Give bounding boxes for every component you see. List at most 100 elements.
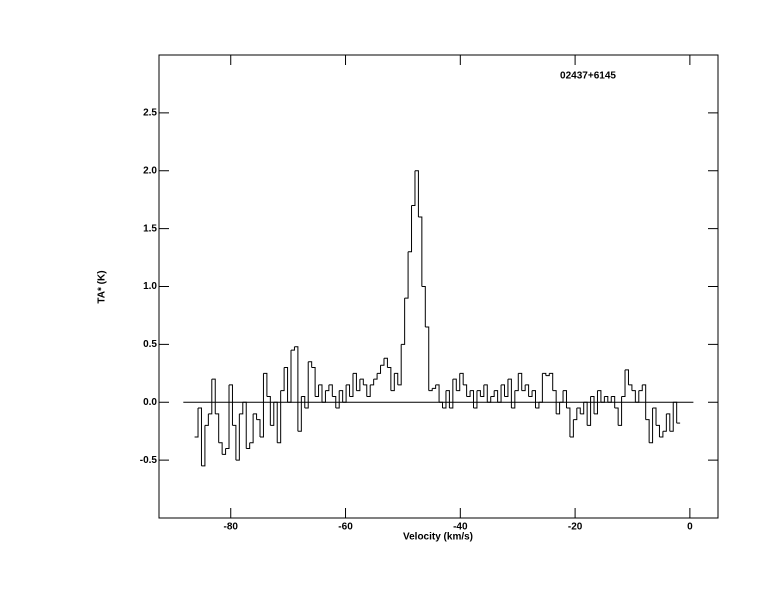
spectrum-step bbox=[321, 390, 326, 403]
spectrum-step bbox=[480, 384, 485, 397]
spectrum-step bbox=[253, 413, 258, 420]
y-tick-label: 1.0 bbox=[143, 281, 157, 292]
spectrum-step bbox=[232, 424, 237, 461]
spectrum-step bbox=[390, 373, 395, 392]
spectrum-step bbox=[638, 384, 643, 392]
x-tick-label: 0 bbox=[687, 522, 693, 533]
spectrum-step bbox=[377, 365, 382, 374]
spectrum-step bbox=[518, 372, 523, 391]
y-axis-label: TA* (K) bbox=[97, 270, 108, 303]
spectrum-step bbox=[401, 298, 406, 345]
spectrum-step bbox=[408, 205, 413, 253]
spectrum-step bbox=[284, 367, 289, 403]
spectrum-step bbox=[328, 384, 333, 397]
spectrum-step bbox=[411, 170, 416, 206]
spectrum-step bbox=[198, 407, 202, 466]
spectrum-step bbox=[656, 424, 660, 437]
spectrum-step bbox=[445, 390, 450, 409]
spectrum-step bbox=[501, 384, 506, 397]
spectrum-step bbox=[625, 369, 629, 385]
spectrum-step bbox=[425, 326, 430, 391]
spectrum-step bbox=[600, 396, 605, 403]
spectrum-step bbox=[380, 358, 385, 366]
spectrum-step bbox=[325, 384, 330, 392]
spectrum-step bbox=[476, 390, 481, 397]
spectrum-step bbox=[194, 408, 199, 438]
spectrum-step bbox=[628, 384, 633, 391]
spectrum-step bbox=[449, 379, 454, 409]
spectrum-step bbox=[532, 390, 536, 409]
spectrum-step bbox=[535, 402, 540, 409]
spectrum-step bbox=[280, 367, 285, 392]
spectrum-step bbox=[249, 413, 254, 444]
spectrum-step bbox=[263, 372, 268, 397]
spectrum-step bbox=[587, 396, 592, 426]
spectrum-step bbox=[538, 373, 543, 403]
spectrum-step bbox=[335, 390, 340, 409]
spectrum-step bbox=[204, 413, 209, 426]
spectrum-step bbox=[459, 372, 464, 385]
spectrum-step bbox=[497, 384, 502, 403]
y-tick-label: 2.0 bbox=[143, 165, 157, 176]
spectrum-step bbox=[229, 384, 233, 426]
spectrum-step bbox=[494, 390, 499, 403]
spectrum-step bbox=[545, 373, 550, 377]
spectrum-step bbox=[580, 402, 585, 415]
y-tick-label: 2.5 bbox=[143, 108, 157, 119]
spectrum-step bbox=[566, 407, 571, 437]
spectrum-step bbox=[387, 367, 392, 391]
spectrum-step bbox=[442, 390, 447, 409]
spectrum-step bbox=[225, 384, 230, 450]
spectrum-step bbox=[294, 346, 299, 432]
spectrum-step bbox=[235, 413, 240, 461]
spectrum-step bbox=[356, 379, 361, 392]
spectrum-step bbox=[301, 395, 306, 409]
spectrum-step bbox=[346, 384, 351, 397]
spectrum-step bbox=[456, 373, 461, 392]
spectrum-step bbox=[363, 384, 368, 397]
spectrum-step bbox=[256, 419, 261, 437]
spectrum-step bbox=[418, 216, 423, 287]
spectrum-step bbox=[397, 344, 402, 386]
spectrum-step bbox=[470, 390, 475, 409]
spectrum-step bbox=[311, 367, 316, 397]
spectrum-step bbox=[421, 286, 426, 328]
spectrum-step bbox=[318, 384, 323, 403]
spectrum-step bbox=[659, 431, 664, 438]
spectrum-step bbox=[439, 401, 444, 409]
spectrum-step bbox=[559, 390, 564, 403]
spectrum-step bbox=[521, 384, 526, 392]
spectrum-step bbox=[525, 384, 530, 397]
spectrum-step bbox=[339, 390, 344, 403]
spectrum-step bbox=[435, 384, 440, 403]
spectrum-step bbox=[432, 384, 437, 389]
spectrum-step bbox=[370, 379, 375, 386]
spectrum-step bbox=[621, 369, 626, 397]
spectrum-step bbox=[239, 402, 244, 415]
spectrum-step bbox=[463, 384, 468, 397]
spectrum-step bbox=[673, 401, 678, 424]
spectrum-step bbox=[342, 384, 347, 403]
spectrum-step bbox=[576, 407, 581, 414]
spectrum-step bbox=[583, 401, 588, 426]
spectrum-step bbox=[201, 425, 206, 467]
y-tick-label: 0.5 bbox=[143, 339, 157, 350]
spectrum-step bbox=[514, 373, 519, 392]
spectrum-step bbox=[315, 384, 320, 397]
spectrum-step bbox=[649, 408, 654, 444]
spectrum-step bbox=[211, 378, 216, 414]
spectrum-step bbox=[483, 384, 488, 403]
spectrum-step bbox=[291, 346, 295, 351]
spectrum-step bbox=[222, 448, 227, 455]
spectrum-step bbox=[297, 396, 302, 432]
spectrum-step bbox=[332, 395, 337, 409]
spectrum-step bbox=[404, 251, 409, 299]
spectrum-step bbox=[414, 170, 419, 218]
spectrum-step bbox=[590, 395, 595, 414]
spectrum-step bbox=[218, 442, 223, 455]
x-axis-label: Velocity (km/s) bbox=[403, 532, 473, 543]
spectrum-step bbox=[552, 390, 557, 414]
x-tick-label: -40 bbox=[453, 522, 468, 533]
spectrum-step bbox=[383, 357, 388, 368]
